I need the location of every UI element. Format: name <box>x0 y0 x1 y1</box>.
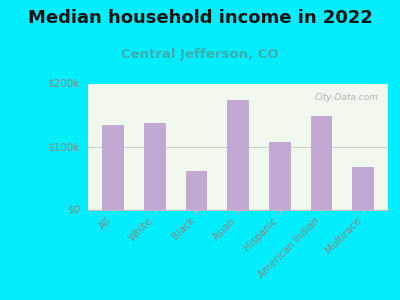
Text: City-Data.com: City-Data.com <box>315 93 379 102</box>
Text: Median household income in 2022: Median household income in 2022 <box>28 9 372 27</box>
Bar <box>186 171 207 210</box>
Bar <box>269 142 290 210</box>
Bar <box>227 100 249 210</box>
Bar <box>352 167 374 210</box>
Text: Central Jefferson, CO: Central Jefferson, CO <box>121 48 279 61</box>
Bar <box>310 116 332 210</box>
Text: $0: $0 <box>67 205 80 215</box>
Bar <box>144 123 166 210</box>
Text: $100k: $100k <box>48 142 80 152</box>
Bar <box>102 125 124 210</box>
Text: $200k: $200k <box>48 79 80 89</box>
